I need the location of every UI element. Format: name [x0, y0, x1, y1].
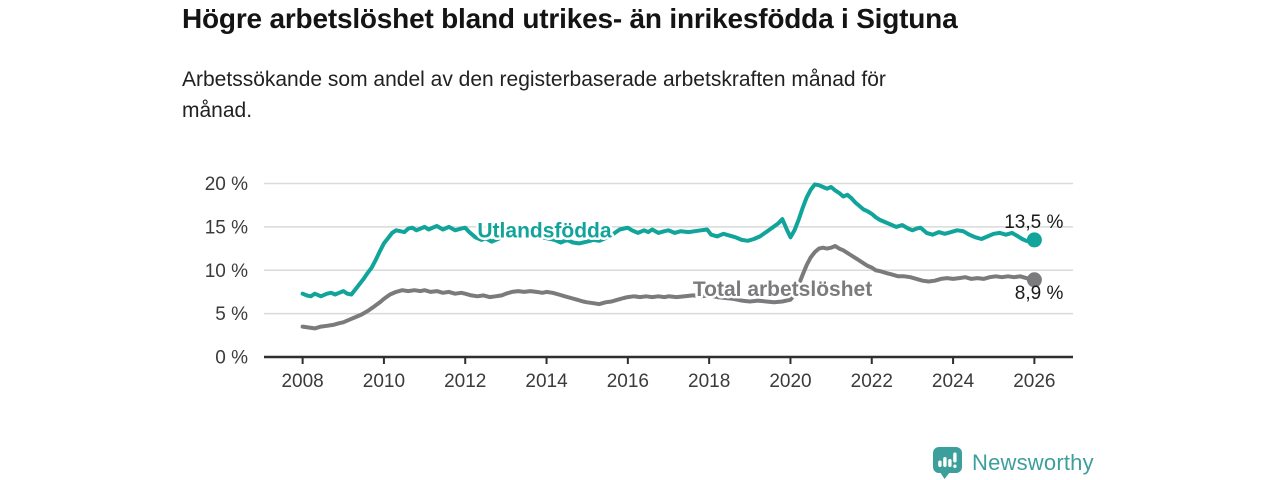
- x-tick-label: 2010: [363, 371, 405, 392]
- x-tick-label: 2020: [769, 371, 811, 392]
- x-tick-label: 2008: [281, 371, 323, 392]
- subtitle-line-2: månad.: [182, 99, 253, 122]
- y-tick-label: 15 %: [205, 217, 248, 238]
- y-tick-label: 20 %: [205, 174, 248, 195]
- y-tick-label: 0 %: [215, 348, 248, 369]
- series-line-utlandsfodda: [300, 182, 1037, 299]
- x-tick-label: 2014: [525, 371, 568, 392]
- brand-footer[interactable]: Newsworthy: [932, 446, 1094, 479]
- series-end-dot-utlandsfodda: [1026, 232, 1042, 248]
- chart-subtitle: Arbetssökande som andel av den registerb…: [182, 64, 886, 126]
- page-title: Högre arbetslöshet bland utrikes- än inr…: [182, 3, 958, 34]
- x-tick-label: 2026: [1013, 371, 1055, 392]
- x-tick-label: 2012: [444, 371, 486, 392]
- y-tick-label: 10 %: [205, 261, 248, 282]
- x-tick-label: 2016: [607, 371, 649, 392]
- series-end-dot-total-arbetsloshet: [1026, 272, 1042, 288]
- x-tick-label: 2024: [932, 371, 975, 392]
- series-line-total-arbetsloshet: [300, 244, 1037, 331]
- brand-name: Newsworthy: [972, 449, 1094, 475]
- series-label-total-arbetsloshet: Total arbetslöshet: [693, 278, 872, 301]
- series-label-utlandsfodda: Utlandsfödda: [477, 219, 611, 242]
- end-value-label-utlandsfodda: 13,5 %: [1004, 212, 1063, 233]
- x-tick-label: 2022: [851, 371, 893, 392]
- subtitle-line-1: Arbetssökande som andel av den registerb…: [182, 68, 886, 91]
- newsworthy-logo-icon: [933, 447, 962, 479]
- end-value-label-total-arbetsloshet: 8,9 %: [1015, 283, 1064, 304]
- x-tick-label: 2018: [688, 371, 730, 392]
- y-tick-label: 5 %: [215, 304, 248, 325]
